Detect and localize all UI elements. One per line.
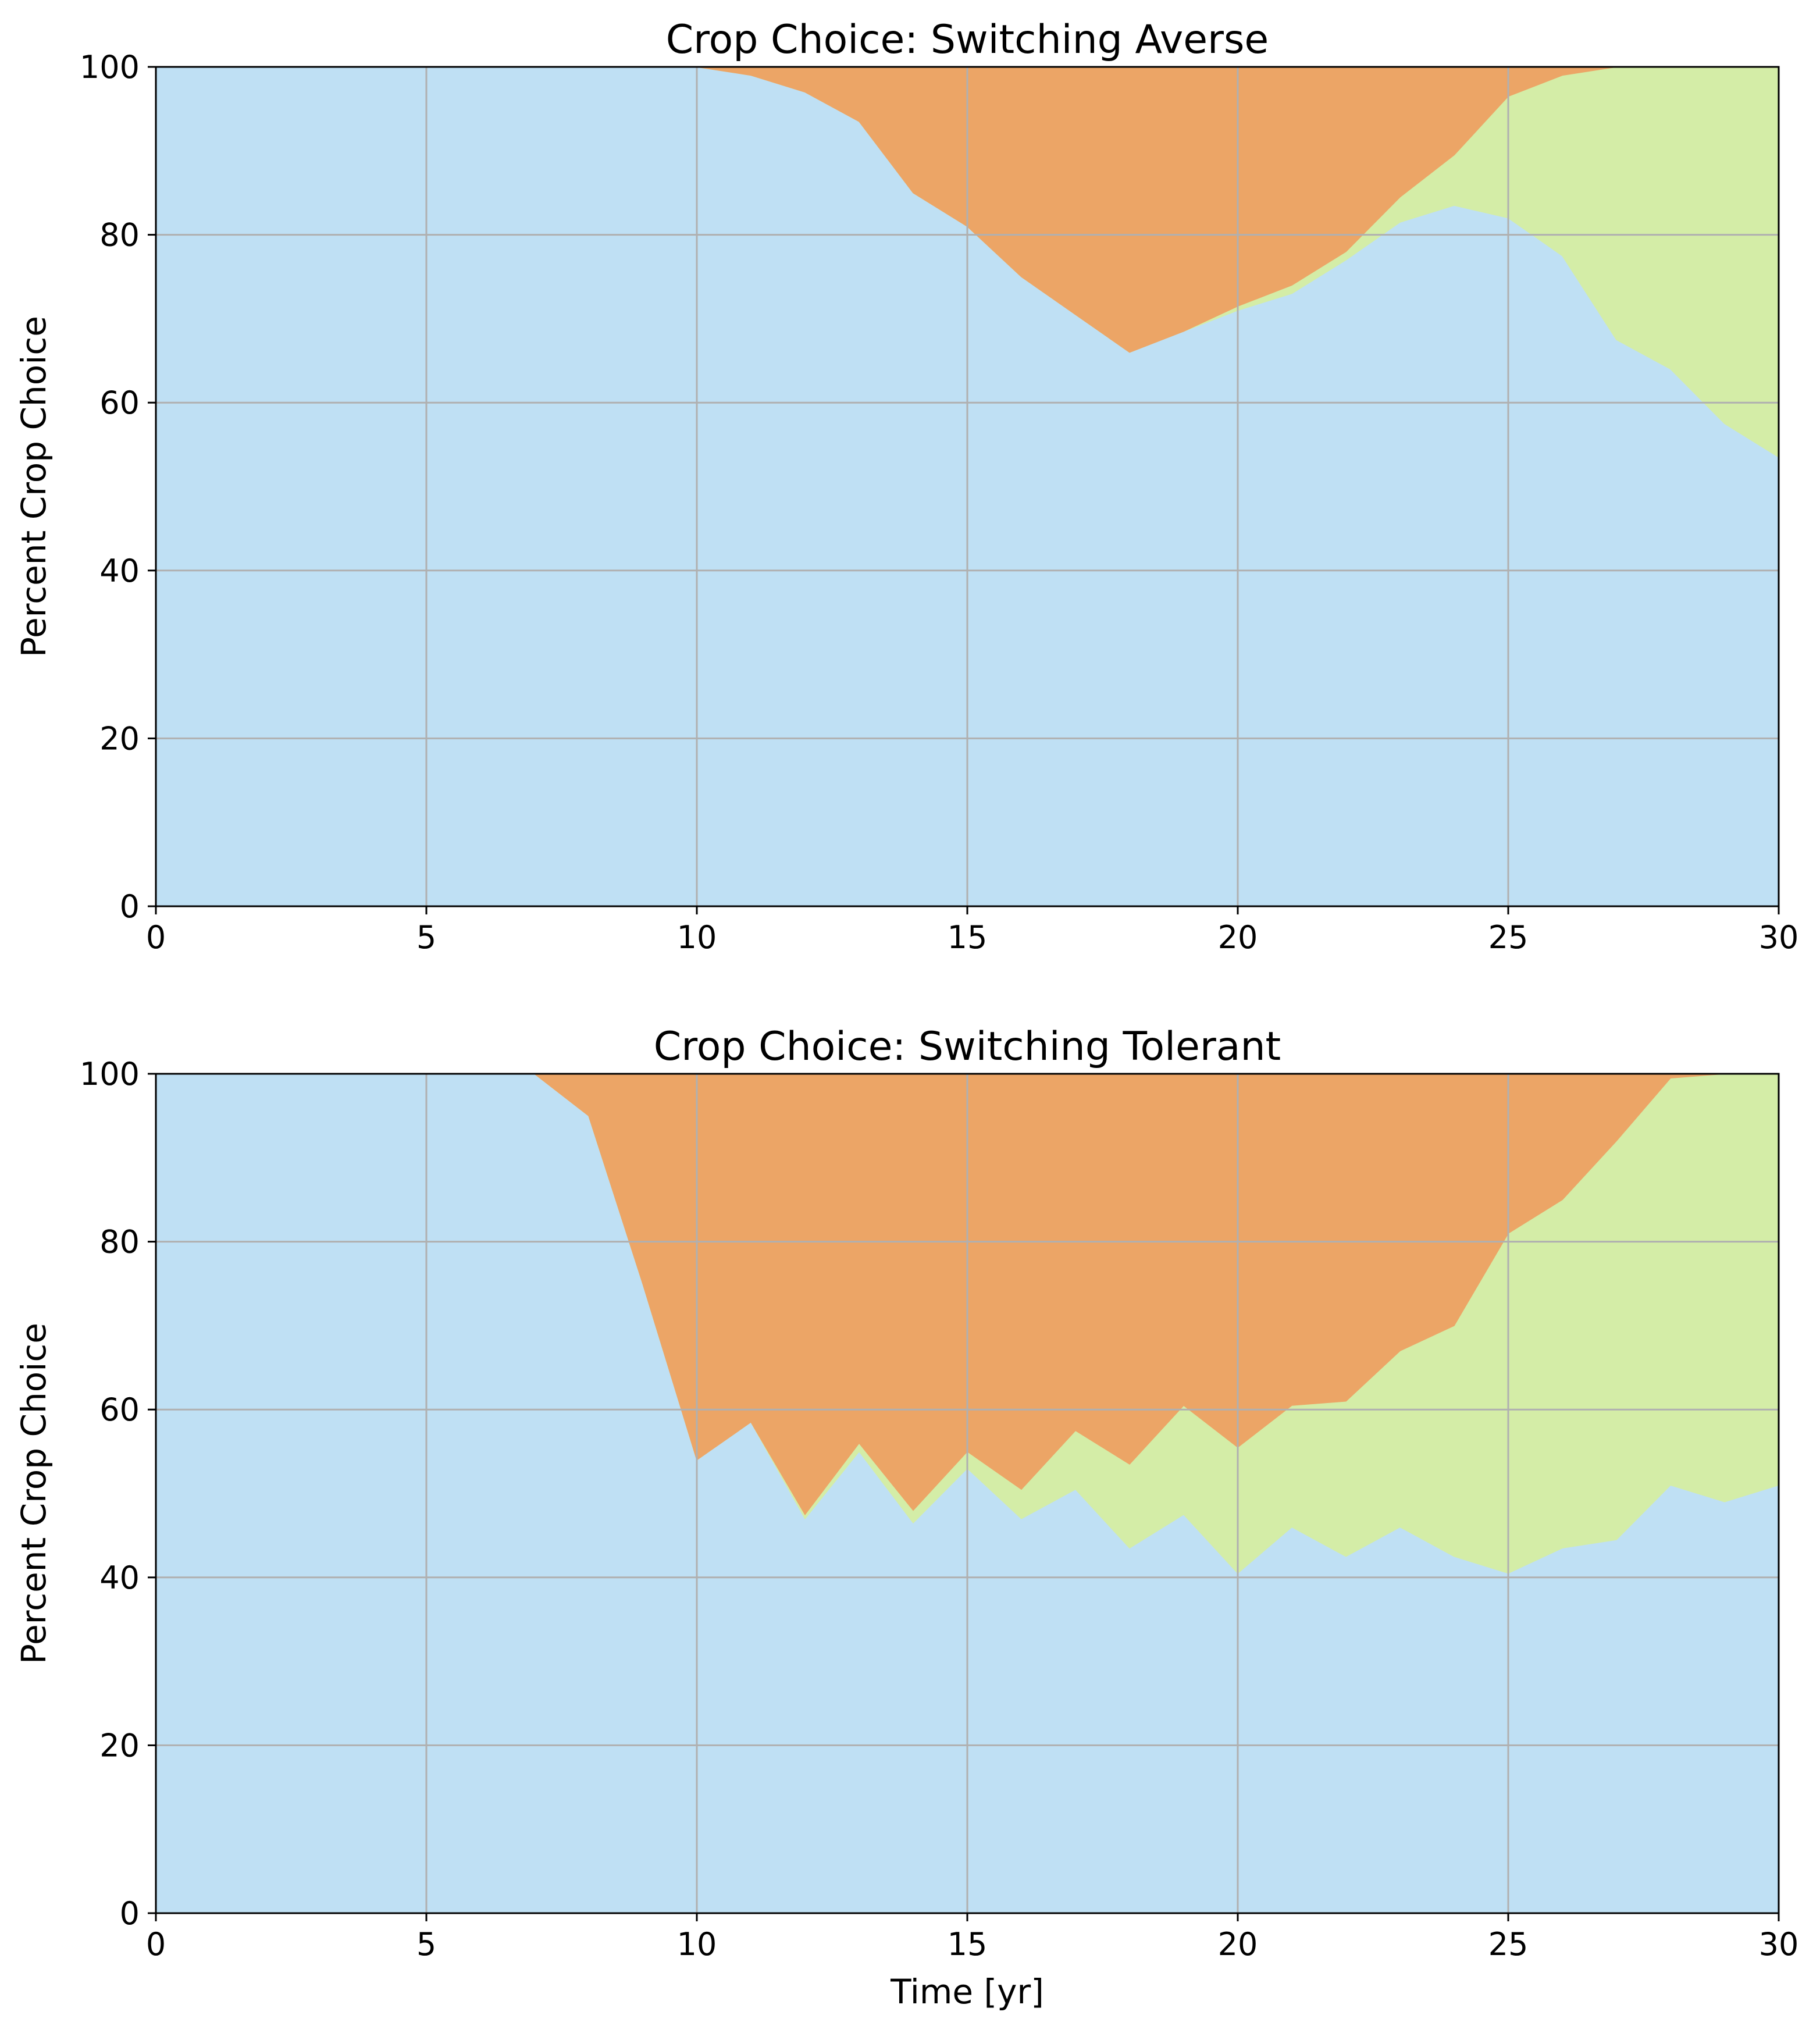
y-tick-label: 80 <box>99 217 140 254</box>
y-axis-label: Percent Crop Choice <box>14 1323 54 1664</box>
x-tick-label: 15 <box>948 919 988 956</box>
chart-title: Crop Choice: Switching Tolerant <box>654 1024 1281 1070</box>
x-tick-label: 0 <box>146 1926 166 1963</box>
x-tick-label: 25 <box>1488 1926 1529 1963</box>
y-tick-label: 100 <box>80 1056 140 1092</box>
x-tick-label: 5 <box>416 919 436 956</box>
x-tick-label: 20 <box>1218 1926 1258 1963</box>
x-tick-label: 20 <box>1218 919 1258 956</box>
chart-title: Crop Choice: Switching Averse <box>666 17 1269 63</box>
x-tick-label: 15 <box>948 1926 988 1963</box>
x-axis-label: Time [yr] <box>890 1972 1044 2011</box>
y-tick-label: 20 <box>99 720 140 757</box>
x-tick-label: 30 <box>1759 1926 1799 1963</box>
chart-panel-2: 0 5 10 15 20 25 30 0 20 40 60 80 100 Crop Choice: Swi… <box>14 1024 1798 2011</box>
x-tick-label: 10 <box>677 1926 717 1963</box>
y-tick-label: 0 <box>120 888 140 925</box>
x-tick-label: 5 <box>416 1926 436 1963</box>
y-tick-label: 40 <box>99 1560 140 1596</box>
x-tick-label: 30 <box>1759 919 1799 956</box>
y-tick-label: 60 <box>99 384 140 421</box>
x-tick-label: 10 <box>677 919 717 956</box>
y-axis-label: Percent Crop Choice <box>14 316 54 657</box>
y-tick-label: 0 <box>120 1895 140 1932</box>
y-tick-label: 60 <box>99 1391 140 1428</box>
y-tick-label: 40 <box>99 553 140 589</box>
x-tick-label: 0 <box>146 919 166 956</box>
y-tick-label: 20 <box>99 1727 140 1764</box>
y-tick-label: 100 <box>80 49 140 86</box>
chart-panel-1: 0 5 10 15 20 25 30 0 20 40 60 80 100 Crop Choice: Swi… <box>14 17 1798 956</box>
x-tick-label: 25 <box>1488 919 1529 956</box>
y-tick-label: 80 <box>99 1224 140 1261</box>
